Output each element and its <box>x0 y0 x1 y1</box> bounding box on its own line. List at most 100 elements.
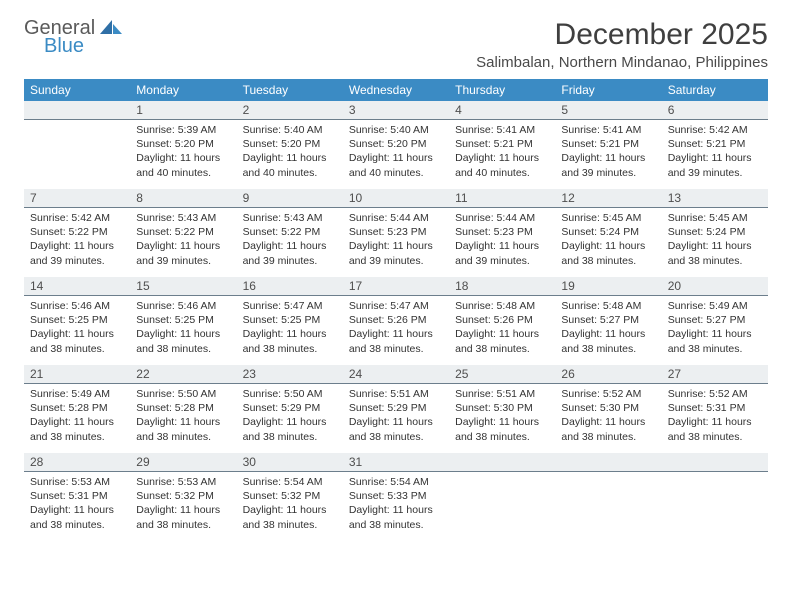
day-details: Sunrise: 5:40 AMSunset: 5:20 PMDaylight:… <box>343 120 449 186</box>
calendar-cell: 3Sunrise: 5:40 AMSunset: 5:20 PMDaylight… <box>343 101 449 189</box>
daylight-line: Daylight: 11 hours and 38 minutes. <box>668 415 762 443</box>
day-details: Sunrise: 5:52 AMSunset: 5:30 PMDaylight:… <box>555 384 661 450</box>
calendar-cell: 28Sunrise: 5:53 AMSunset: 5:31 PMDayligh… <box>24 453 130 541</box>
daylight-line: Daylight: 11 hours and 39 minutes. <box>30 239 124 267</box>
daylight-line: Daylight: 11 hours and 39 minutes. <box>349 239 443 267</box>
day-details: Sunrise: 5:51 AMSunset: 5:30 PMDaylight:… <box>449 384 555 450</box>
sunrise-line: Sunrise: 5:44 AM <box>455 211 549 225</box>
calendar-cell: 29Sunrise: 5:53 AMSunset: 5:32 PMDayligh… <box>130 453 236 541</box>
daylight-line: Daylight: 11 hours and 38 minutes. <box>30 503 124 531</box>
day-details: Sunrise: 5:54 AMSunset: 5:33 PMDaylight:… <box>343 472 449 538</box>
day-number: 28 <box>24 453 130 472</box>
day-number: 2 <box>237 101 343 120</box>
sunrise-line: Sunrise: 5:50 AM <box>136 387 230 401</box>
location: Salimbalan, Northern Mindanao, Philippin… <box>476 54 768 71</box>
day-details <box>449 472 555 481</box>
sunrise-line: Sunrise: 5:46 AM <box>136 299 230 313</box>
weekday-header: Sunday <box>24 79 130 101</box>
day-number: 1 <box>130 101 236 120</box>
sunrise-line: Sunrise: 5:54 AM <box>243 475 337 489</box>
calendar-cell: 2Sunrise: 5:40 AMSunset: 5:20 PMDaylight… <box>237 101 343 189</box>
sunrise-line: Sunrise: 5:45 AM <box>561 211 655 225</box>
daylight-line: Daylight: 11 hours and 38 minutes. <box>243 415 337 443</box>
weekday-header: Saturday <box>662 79 768 101</box>
sunset-line: Sunset: 5:24 PM <box>561 225 655 239</box>
sunrise-line: Sunrise: 5:39 AM <box>136 123 230 137</box>
sunrise-line: Sunrise: 5:41 AM <box>561 123 655 137</box>
day-details: Sunrise: 5:47 AMSunset: 5:26 PMDaylight:… <box>343 296 449 362</box>
day-number: 15 <box>130 277 236 296</box>
calendar-cell: 12Sunrise: 5:45 AMSunset: 5:24 PMDayligh… <box>555 189 661 277</box>
day-details: Sunrise: 5:45 AMSunset: 5:24 PMDaylight:… <box>662 208 768 274</box>
calendar-cell: 16Sunrise: 5:47 AMSunset: 5:25 PMDayligh… <box>237 277 343 365</box>
daylight-line: Daylight: 11 hours and 38 minutes. <box>349 503 443 531</box>
header: General Blue December 2025 Salimbalan, N… <box>24 18 768 71</box>
calendar-cell: 19Sunrise: 5:48 AMSunset: 5:27 PMDayligh… <box>555 277 661 365</box>
sunrise-line: Sunrise: 5:41 AM <box>455 123 549 137</box>
day-number: 17 <box>343 277 449 296</box>
calendar-cell: 4Sunrise: 5:41 AMSunset: 5:21 PMDaylight… <box>449 101 555 189</box>
daylight-line: Daylight: 11 hours and 38 minutes. <box>349 327 443 355</box>
day-number: 8 <box>130 189 236 208</box>
daylight-line: Daylight: 11 hours and 39 minutes. <box>136 239 230 267</box>
calendar-cell <box>555 453 661 541</box>
logo-line2: Blue <box>24 36 122 56</box>
day-number: 16 <box>237 277 343 296</box>
calendar-cell: 27Sunrise: 5:52 AMSunset: 5:31 PMDayligh… <box>662 365 768 453</box>
day-details: Sunrise: 5:41 AMSunset: 5:21 PMDaylight:… <box>555 120 661 186</box>
calendar-cell: 6Sunrise: 5:42 AMSunset: 5:21 PMDaylight… <box>662 101 768 189</box>
sunrise-line: Sunrise: 5:48 AM <box>455 299 549 313</box>
daylight-line: Daylight: 11 hours and 38 minutes. <box>243 327 337 355</box>
weekday-header: Tuesday <box>237 79 343 101</box>
sunrise-line: Sunrise: 5:42 AM <box>668 123 762 137</box>
calendar-cell: 14Sunrise: 5:46 AMSunset: 5:25 PMDayligh… <box>24 277 130 365</box>
sunrise-line: Sunrise: 5:43 AM <box>136 211 230 225</box>
sunset-line: Sunset: 5:26 PM <box>455 313 549 327</box>
calendar-cell: 21Sunrise: 5:49 AMSunset: 5:28 PMDayligh… <box>24 365 130 453</box>
day-number: 22 <box>130 365 236 384</box>
calendar-cell: 15Sunrise: 5:46 AMSunset: 5:25 PMDayligh… <box>130 277 236 365</box>
daylight-line: Daylight: 11 hours and 40 minutes. <box>243 151 337 179</box>
day-number: 20 <box>662 277 768 296</box>
daylight-line: Daylight: 11 hours and 38 minutes. <box>455 327 549 355</box>
calendar-cell: 8Sunrise: 5:43 AMSunset: 5:22 PMDaylight… <box>130 189 236 277</box>
sunset-line: Sunset: 5:29 PM <box>243 401 337 415</box>
day-number: 26 <box>555 365 661 384</box>
day-details: Sunrise: 5:48 AMSunset: 5:27 PMDaylight:… <box>555 296 661 362</box>
sunrise-line: Sunrise: 5:52 AM <box>561 387 655 401</box>
day-number: 30 <box>237 453 343 472</box>
day-number: 6 <box>662 101 768 120</box>
day-details: Sunrise: 5:51 AMSunset: 5:29 PMDaylight:… <box>343 384 449 450</box>
day-number <box>662 453 768 472</box>
calendar-cell: 20Sunrise: 5:49 AMSunset: 5:27 PMDayligh… <box>662 277 768 365</box>
day-number: 21 <box>24 365 130 384</box>
day-number: 23 <box>237 365 343 384</box>
weekday-header: Thursday <box>449 79 555 101</box>
day-details: Sunrise: 5:50 AMSunset: 5:28 PMDaylight:… <box>130 384 236 450</box>
day-details: Sunrise: 5:40 AMSunset: 5:20 PMDaylight:… <box>237 120 343 186</box>
calendar-cell: 25Sunrise: 5:51 AMSunset: 5:30 PMDayligh… <box>449 365 555 453</box>
sunset-line: Sunset: 5:31 PM <box>30 489 124 503</box>
sunrise-line: Sunrise: 5:40 AM <box>243 123 337 137</box>
sunset-line: Sunset: 5:30 PM <box>455 401 549 415</box>
daylight-line: Daylight: 11 hours and 40 minutes. <box>136 151 230 179</box>
sunset-line: Sunset: 5:27 PM <box>668 313 762 327</box>
sunset-line: Sunset: 5:30 PM <box>561 401 655 415</box>
daylight-line: Daylight: 11 hours and 38 minutes. <box>668 239 762 267</box>
sunset-line: Sunset: 5:22 PM <box>243 225 337 239</box>
daylight-line: Daylight: 11 hours and 40 minutes. <box>455 151 549 179</box>
day-number: 7 <box>24 189 130 208</box>
day-number: 3 <box>343 101 449 120</box>
sunset-line: Sunset: 5:33 PM <box>349 489 443 503</box>
calendar-cell <box>449 453 555 541</box>
sunset-line: Sunset: 5:21 PM <box>561 137 655 151</box>
calendar-cell: 24Sunrise: 5:51 AMSunset: 5:29 PMDayligh… <box>343 365 449 453</box>
day-number: 9 <box>237 189 343 208</box>
day-details: Sunrise: 5:43 AMSunset: 5:22 PMDaylight:… <box>237 208 343 274</box>
month-title: December 2025 <box>476 18 768 52</box>
day-details: Sunrise: 5:50 AMSunset: 5:29 PMDaylight:… <box>237 384 343 450</box>
weekday-header: Friday <box>555 79 661 101</box>
calendar-cell: 1Sunrise: 5:39 AMSunset: 5:20 PMDaylight… <box>130 101 236 189</box>
sunset-line: Sunset: 5:20 PM <box>349 137 443 151</box>
calendar-cell: 23Sunrise: 5:50 AMSunset: 5:29 PMDayligh… <box>237 365 343 453</box>
